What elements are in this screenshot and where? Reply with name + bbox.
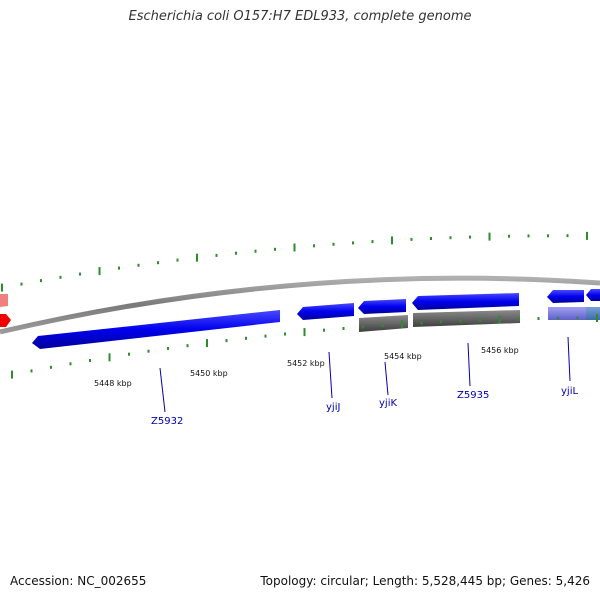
scale-label: 5448 kbp bbox=[94, 379, 132, 388]
scale-label: 5450 kbp bbox=[190, 369, 228, 378]
outer-ruler bbox=[1, 231, 588, 292]
gene-label[interactable]: yjiK bbox=[379, 398, 397, 409]
pseudo-feature-1 bbox=[359, 315, 408, 332]
rna-feature-lower bbox=[0, 314, 11, 327]
gene-label[interactable]: Z5935 bbox=[457, 390, 489, 401]
scale-label: 5456 kbp bbox=[481, 346, 519, 355]
accession-text: Accession: NC_002655 bbox=[10, 574, 147, 588]
gene-feature-yjij bbox=[297, 303, 354, 320]
rna-feature-upper bbox=[0, 294, 8, 307]
leader-line bbox=[567, 336, 571, 382]
genome-backbone bbox=[0, 275, 600, 335]
gene-feature-edge bbox=[586, 289, 600, 301]
gene-label[interactable]: yjiJ bbox=[326, 402, 340, 413]
map-title: Escherichia coli O157:H7 EDL933, complet… bbox=[128, 9, 472, 24]
scale-label: 5452 kbp bbox=[287, 359, 325, 368]
pseudo-feature-2 bbox=[413, 310, 520, 327]
leader-line bbox=[328, 351, 333, 399]
leader-line bbox=[384, 361, 389, 396]
gene-feature-yjil bbox=[547, 290, 584, 303]
scale-label: 5454 kbp bbox=[384, 352, 422, 361]
gene-feature-z5932 bbox=[32, 310, 280, 349]
leader-line bbox=[159, 367, 166, 413]
genome-summary: Topology: circular; Length: 5,528,445 bp… bbox=[260, 574, 590, 588]
gene-label[interactable]: Z5932 bbox=[151, 416, 183, 427]
gene-feature-yjik bbox=[358, 299, 406, 314]
gene-feature-z5935 bbox=[412, 293, 519, 310]
light-feature bbox=[548, 307, 586, 320]
gene-label[interactable]: yjiL bbox=[561, 386, 578, 397]
leader-line bbox=[467, 342, 471, 387]
inner-ruler bbox=[11, 314, 598, 379]
